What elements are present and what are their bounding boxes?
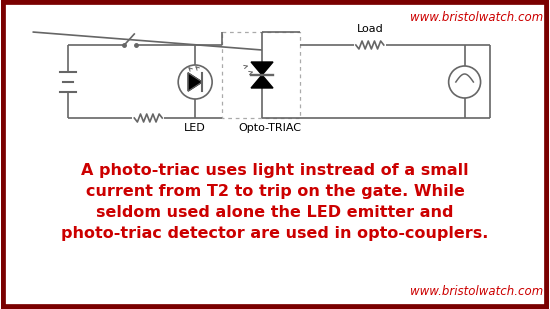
- Text: photo-triac detector are used in opto-couplers.: photo-triac detector are used in opto-co…: [61, 226, 489, 241]
- Text: www.bristolwatch.com: www.bristolwatch.com: [410, 285, 543, 298]
- Text: Load: Load: [356, 24, 383, 34]
- Text: Opto-TRIAC: Opto-TRIAC: [239, 123, 301, 133]
- Text: A photo-triac uses light instread of a small: A photo-triac uses light instread of a s…: [81, 163, 469, 178]
- Text: LED: LED: [184, 123, 206, 133]
- Text: seldom used alone the LED emitter and: seldom used alone the LED emitter and: [96, 205, 454, 220]
- Polygon shape: [188, 73, 202, 91]
- Polygon shape: [251, 62, 273, 75]
- Bar: [222, 32, 300, 118]
- Polygon shape: [251, 75, 273, 88]
- Text: www.bristolwatch.com: www.bristolwatch.com: [410, 11, 543, 24]
- Text: current from T2 to trip on the gate. While: current from T2 to trip on the gate. Whi…: [86, 184, 464, 199]
